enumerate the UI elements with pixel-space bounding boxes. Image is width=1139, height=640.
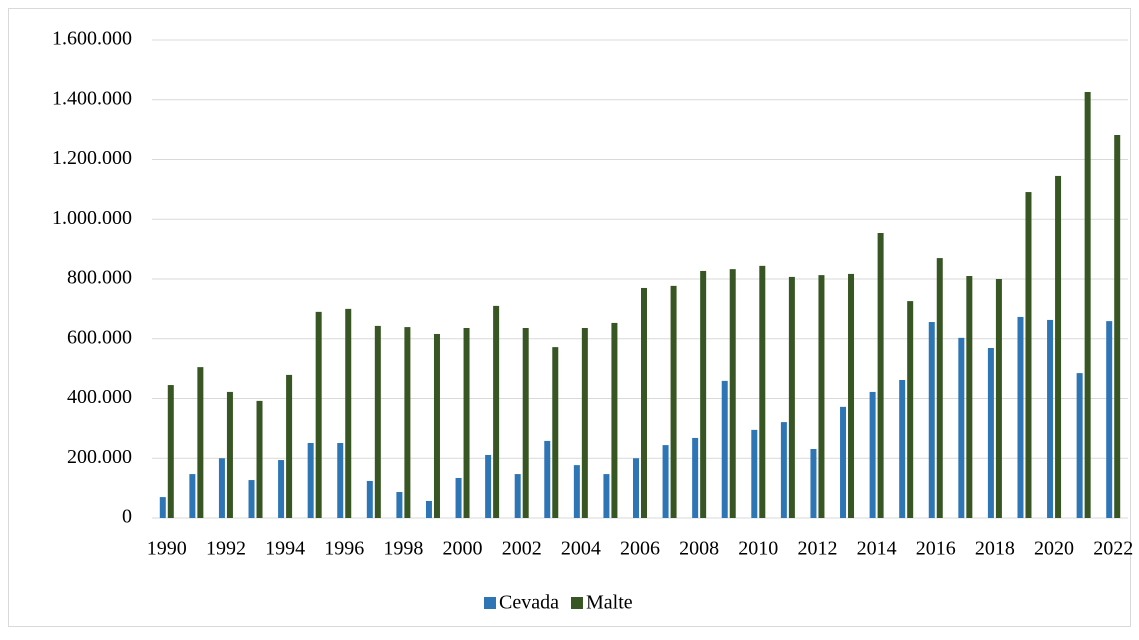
legend-label: Cevada [499,592,559,614]
x-tick-label: 2020 [1034,538,1074,560]
bar [966,276,973,518]
y-tick-label: 600.000 [67,326,132,348]
bar [315,311,322,518]
y-tick-label: 0 [122,506,132,528]
bar [810,448,817,518]
bar [485,454,492,518]
bar [189,474,196,518]
bar [633,458,639,518]
chart-frame [8,8,1131,627]
x-tick-label: 2022 [1093,538,1133,560]
bar [848,273,855,518]
x-tick-label: 2006 [620,538,660,560]
bar [721,380,728,518]
y-tick-label: 1.200.000 [52,147,132,169]
bar [366,480,373,518]
x-tick-label: 2008 [679,538,719,560]
bar [611,322,618,518]
bar [700,270,707,518]
bar [256,400,263,518]
bar [692,437,699,518]
bar [641,287,647,518]
bar [1055,175,1062,518]
bar [581,327,588,518]
bar [995,279,1002,518]
bar [433,333,440,518]
bar [396,492,403,518]
x-tick-label: 2012 [797,538,837,560]
bar [544,440,551,518]
bar [226,391,233,518]
y-tick-label: 200.000 [67,446,132,468]
bar [759,265,766,518]
bar [662,445,669,518]
bar [869,391,876,518]
bar [670,285,677,518]
bar [751,429,758,518]
x-tick-label: 2014 [857,538,897,560]
bar [248,480,255,518]
bar [1084,91,1091,519]
bar [603,474,610,518]
bar [307,443,314,518]
bar [958,337,965,518]
x-tick-label: 1998 [383,538,423,560]
bar [404,327,411,518]
bar [729,269,736,518]
bar [899,379,906,518]
y-tick-label: 1.600.000 [52,28,132,50]
bar [1025,192,1032,518]
bar [218,458,225,518]
y-tick-label: 1.400.000 [52,87,132,109]
x-tick-label: 2004 [561,538,601,560]
x-tick-label: 1990 [147,538,187,560]
bar [552,347,559,518]
bar [788,276,795,518]
bar [337,443,344,518]
x-tick-label: 1994 [265,538,305,560]
bar [1106,321,1113,518]
bar [159,497,166,518]
x-tick-label: 2002 [502,538,542,560]
bar [1114,135,1121,518]
bar [877,232,884,518]
bar [1017,316,1024,518]
bar [907,301,914,518]
bar [573,465,580,518]
bar [374,325,381,518]
bar [425,500,432,518]
x-tick-label: 2018 [975,538,1015,560]
bar [167,385,174,518]
bar [780,422,787,518]
x-tick-label: 2016 [916,538,956,560]
legend-swatch [570,597,583,609]
bar [936,258,943,518]
bar [818,275,825,518]
bar [987,348,994,518]
bar [493,305,500,518]
bar [514,474,521,518]
bar [1076,373,1083,518]
x-tick-label: 1996 [324,538,364,560]
x-tick-label: 1992 [206,538,246,560]
bar [463,327,470,518]
bar [522,327,529,518]
x-tick-label: 2010 [738,538,778,560]
y-tick-label: 800.000 [67,267,132,289]
bar [278,460,285,518]
bar [840,406,847,518]
bar [197,367,204,518]
bar [455,477,462,518]
y-tick-label: 1.000.000 [52,207,132,229]
legend-label: Malte [586,592,633,614]
y-tick-label: 400.000 [67,386,132,408]
bar [928,322,935,518]
bar [345,308,352,518]
x-tick-label: 2000 [443,538,483,560]
legend-swatch [484,597,496,609]
bar [286,374,293,518]
bar [1047,319,1054,518]
